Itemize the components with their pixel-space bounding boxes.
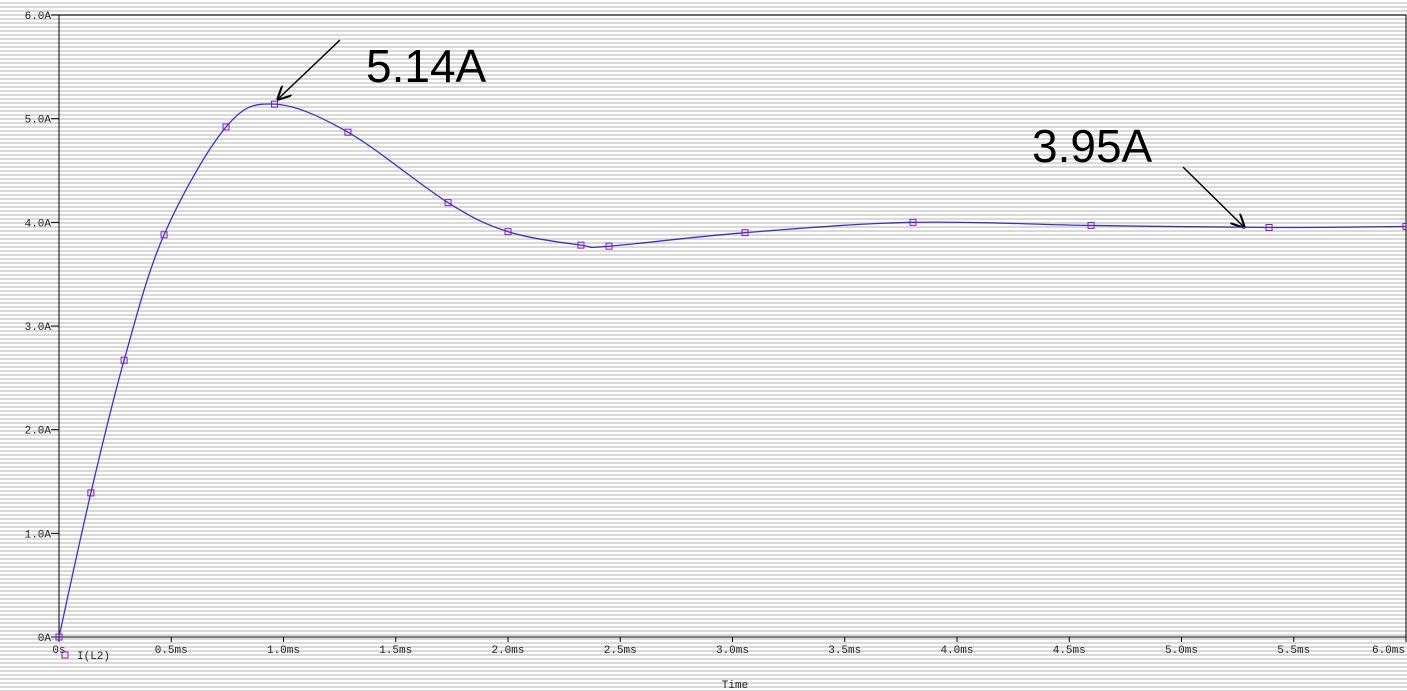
y-tick-label: 4.0A [25, 218, 52, 230]
y-tick-label: 0A [38, 633, 52, 645]
annotation: 3.95A [1032, 120, 1153, 172]
point-marker [1265, 224, 1273, 232]
point-marker [1402, 222, 1407, 230]
point-marker [271, 100, 279, 108]
point-marker [444, 199, 452, 207]
y-tick-label: 3.0A [25, 322, 52, 334]
point-marker [55, 633, 63, 641]
x-tick-label: 0s [52, 645, 65, 657]
x-tick-label: 1.0ms [267, 645, 300, 657]
x-tick-label: 0.5ms [155, 645, 188, 657]
point-marker [1087, 221, 1095, 229]
legend-label: I(L2) [77, 651, 110, 663]
annotation-arrow [1182, 166, 1245, 228]
y-tick-label: 1.0A [25, 529, 52, 541]
point-marker [344, 128, 352, 136]
annotation: 5.14A [366, 40, 487, 92]
annotation-arrow [277, 39, 341, 100]
point-marker [87, 489, 95, 497]
x-tick-label: 1.5ms [379, 645, 412, 657]
y-tick-label: 6.0A [25, 11, 52, 23]
x-axis-label: Time [722, 680, 748, 691]
point-marker [909, 218, 917, 226]
x-tick-label: 4.0ms [940, 645, 973, 657]
y-tick-label: 2.0A [25, 426, 52, 438]
x-tick-label: 2.0ms [491, 645, 524, 657]
point-marker [577, 241, 585, 249]
point-marker [605, 242, 613, 250]
x-tick-label: 4.5ms [1053, 645, 1086, 657]
y-tick-label: 5.0A [25, 115, 52, 127]
point-marker [160, 231, 168, 239]
x-tick-label: 5.5ms [1277, 645, 1310, 657]
x-tick-label: 6.0ms [1372, 645, 1405, 657]
point-marker [222, 123, 230, 131]
x-tick-label: 3.0ms [716, 645, 749, 657]
x-tick-label: 5.0ms [1165, 645, 1198, 657]
x-tick-label: 3.5ms [828, 645, 861, 657]
point-marker [741, 229, 749, 237]
point-marker [120, 356, 128, 364]
x-tick-label: 2.5ms [604, 645, 637, 657]
line-series [58, 103, 1407, 638]
point-marker [504, 228, 512, 236]
legend-marker [61, 651, 69, 659]
